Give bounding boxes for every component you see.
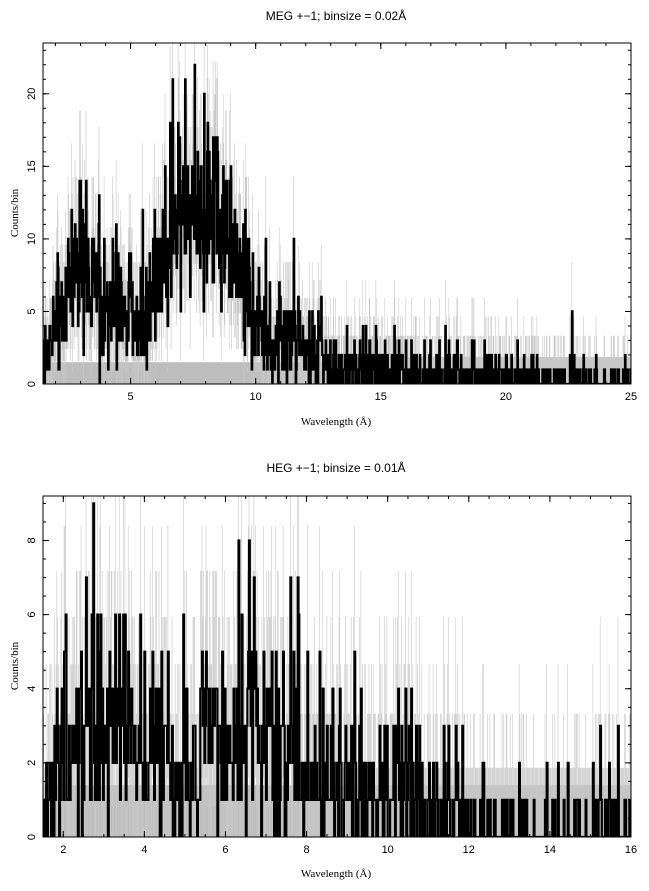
heg-panel: HEG +−1; binsize = 0.01Å 2 4 6 8 10 12 14 16 0 2 4…	[9, 460, 637, 880]
meg-x-tick-label: 15	[375, 391, 387, 403]
heg-plot	[43, 496, 631, 837]
meg-y-tick-label: 10	[26, 233, 38, 245]
meg-ticks: 5 10 15 20 25 0 5 10 15 20	[26, 43, 637, 403]
meg-plot-frame	[42, 42, 632, 385]
heg-x-tick-label: 2	[60, 844, 66, 856]
heg-x-tick-label: 16	[625, 844, 637, 856]
meg-y-tick-label: 20	[26, 88, 38, 100]
meg-error-spikes	[43, 43, 631, 384]
heg-y-tick-label: 2	[26, 760, 38, 766]
meg-title: MEG +−1; binsize = 0.02Å	[266, 8, 406, 23]
heg-ticks: 2 4 6 8 10 12 14 16 0 2 4 6 8	[26, 496, 637, 856]
meg-y-tick-label: 5	[26, 308, 38, 314]
heg-x-tick-label: 12	[463, 844, 475, 856]
meg-y-tick-label: 0	[26, 381, 38, 387]
meg-panel: MEG +−1; binsize = 0.02Å 5 10 15 20 25 0 5 10 15…	[9, 8, 637, 428]
heg-x-tick-label: 8	[304, 844, 310, 856]
heg-y-axis-label: Counts/bin	[9, 641, 21, 690]
heg-y-tick-label: 8	[26, 537, 38, 543]
heg-title: HEG +−1; binsize = 0.01Å	[266, 460, 405, 475]
heg-y-tick-label: 0	[26, 834, 38, 840]
meg-x-tick-label: 20	[500, 391, 512, 403]
heg-x-axis-label: Wavelength (Å)	[301, 868, 372, 880]
heg-x-tick-label: 10	[382, 844, 394, 856]
meg-counts-series	[43, 63, 631, 384]
heg-plot-frame	[42, 495, 632, 838]
heg-x-tick-label: 6	[222, 844, 228, 856]
heg-y-tick-label: 4	[26, 686, 38, 692]
heg-counts-series	[43, 502, 631, 837]
meg-x-tick-label: 10	[250, 391, 262, 403]
heg-x-tick-label: 4	[141, 844, 147, 856]
meg-y-tick-label: 15	[26, 160, 38, 172]
meg-x-axis-label: Wavelength (Å)	[301, 416, 372, 428]
meg-y-axis-label: Counts/bin	[9, 188, 21, 237]
heg-y-tick-label: 6	[26, 612, 38, 618]
meg-x-tick-label: 5	[128, 391, 134, 403]
meg-plot	[43, 43, 631, 384]
heg-x-tick-label: 14	[544, 844, 556, 856]
meg-x-tick-label: 25	[625, 391, 637, 403]
